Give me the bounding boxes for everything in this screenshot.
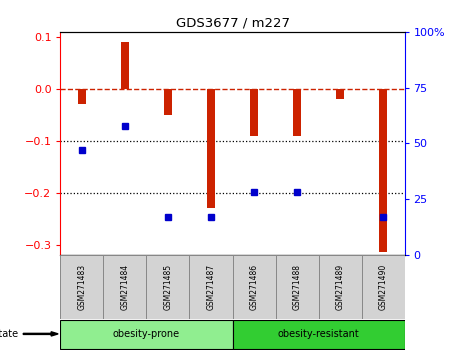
Bar xyxy=(232,320,405,349)
Bar xyxy=(250,89,258,136)
Bar xyxy=(146,255,190,319)
Text: GSM271483: GSM271483 xyxy=(78,264,86,310)
Bar xyxy=(103,255,146,319)
Bar xyxy=(336,89,344,99)
Bar xyxy=(275,255,319,319)
Text: GSM271484: GSM271484 xyxy=(120,264,129,310)
Bar xyxy=(293,89,301,136)
Text: GSM271489: GSM271489 xyxy=(336,264,345,310)
Bar xyxy=(60,255,103,319)
Bar xyxy=(319,255,362,319)
Text: GSM271485: GSM271485 xyxy=(164,264,173,310)
Text: GSM271490: GSM271490 xyxy=(379,264,387,310)
Bar xyxy=(78,89,86,104)
Text: disease state: disease state xyxy=(0,329,19,339)
Bar xyxy=(121,42,129,89)
Bar xyxy=(207,89,215,208)
Bar xyxy=(164,89,172,115)
Bar xyxy=(60,320,232,349)
Text: GSM271486: GSM271486 xyxy=(250,264,259,310)
Bar xyxy=(362,255,405,319)
Text: GSM271487: GSM271487 xyxy=(206,264,215,310)
Bar xyxy=(379,89,387,252)
Bar xyxy=(190,255,232,319)
Title: GDS3677 / m227: GDS3677 / m227 xyxy=(175,16,290,29)
Text: obesity-prone: obesity-prone xyxy=(113,329,180,339)
Text: obesity-resistant: obesity-resistant xyxy=(278,329,359,339)
Bar xyxy=(232,255,275,319)
Text: GSM271488: GSM271488 xyxy=(292,264,301,310)
